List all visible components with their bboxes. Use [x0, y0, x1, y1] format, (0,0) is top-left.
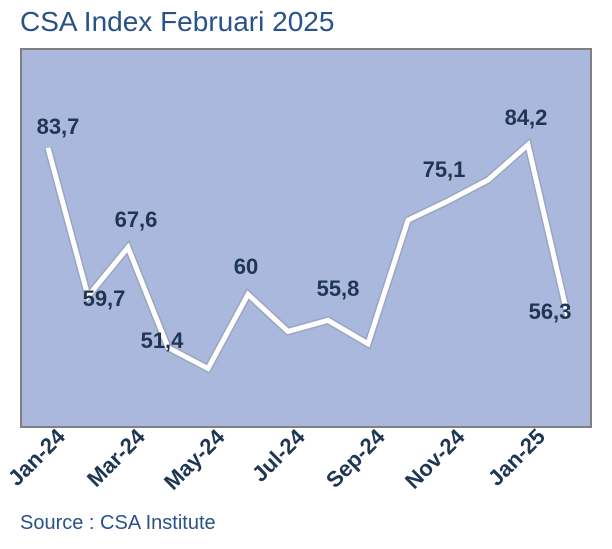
chart-title: CSA Index Februari 2025	[20, 6, 334, 38]
chart-frame: CSA Index Februari 2025 Jan-24Mar-24May-…	[0, 0, 612, 549]
data-label: 59,7	[83, 286, 126, 312]
data-label: 60	[234, 254, 258, 280]
data-label: 55,8	[317, 276, 360, 302]
x-axis-label: Nov-24	[400, 424, 470, 494]
data-label: 67,6	[115, 207, 158, 233]
x-axis-label: Mar-24	[82, 424, 151, 493]
source-text: Source : CSA Institute	[20, 512, 216, 535]
x-axis-label: Jul-24	[247, 424, 310, 487]
data-label: 84,2	[505, 105, 548, 131]
data-label: 75,1	[423, 157, 466, 183]
x-axis-label: Sep-24	[321, 424, 390, 493]
data-label: 83,7	[37, 114, 80, 140]
x-axis-label: Jan-24	[3, 424, 71, 492]
x-axis-label: Jan-25	[483, 424, 551, 492]
data-label: 56,3	[529, 299, 572, 325]
x-axis-label: May-24	[159, 424, 230, 495]
data-label: 51,4	[141, 328, 184, 354]
